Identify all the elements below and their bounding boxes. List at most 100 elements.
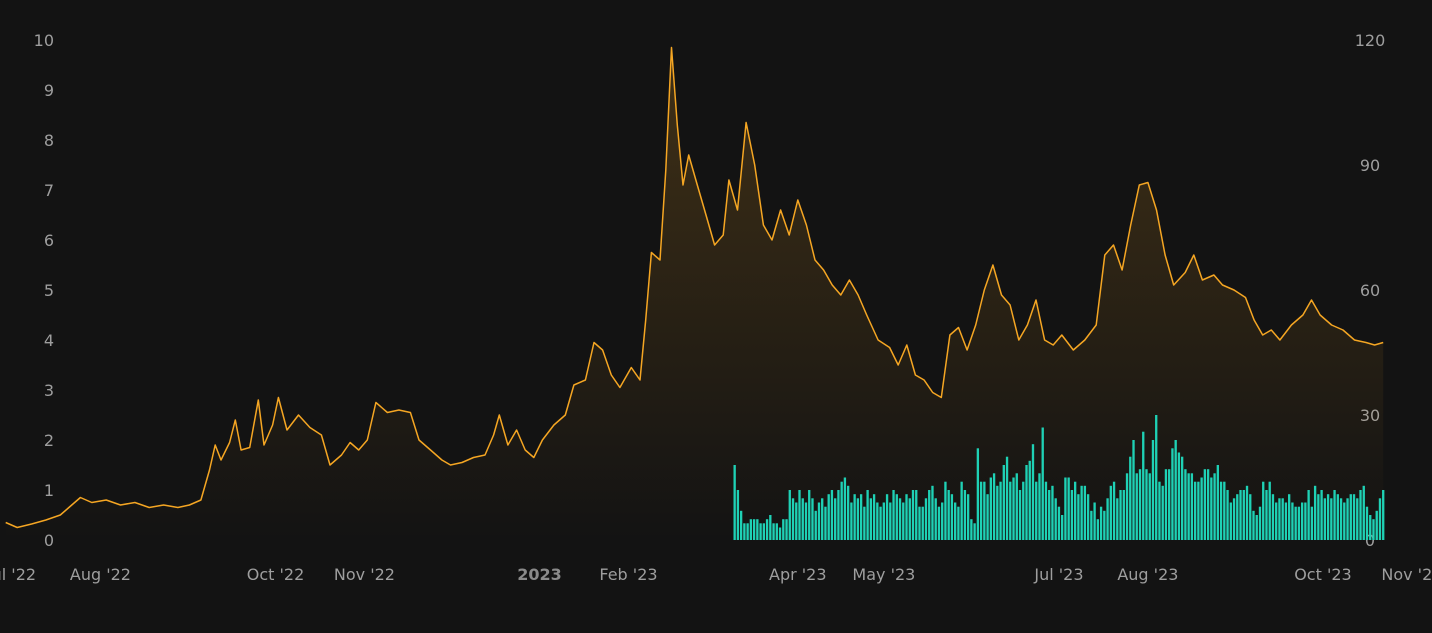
volume-bar xyxy=(1009,481,1012,540)
volume-bar xyxy=(863,506,866,540)
volume-bar xyxy=(918,506,921,540)
volume-bar xyxy=(733,465,736,540)
volume-bar xyxy=(1245,485,1249,540)
volume-bar xyxy=(947,490,950,540)
x-axis: Jul '22 Aug '22 Oct '22 Nov '22 2023 Feb '23 A… xyxy=(0,565,1432,584)
x-tick-label: May '23 xyxy=(852,565,915,584)
volume-bar xyxy=(954,502,957,540)
right-tick-label: 120 xyxy=(1355,31,1386,50)
left-tick-label: 7 xyxy=(44,181,54,200)
right-tick-label: 0 xyxy=(1365,531,1375,550)
volume-bar xyxy=(1317,494,1320,540)
volume-bar xyxy=(1359,490,1362,540)
volume-bar xyxy=(1323,498,1327,540)
volume-bar xyxy=(1320,490,1323,540)
volume-bar xyxy=(944,481,947,540)
volume-bar xyxy=(1077,494,1080,540)
volume-bar xyxy=(979,481,983,540)
left-tick-label: 6 xyxy=(44,231,54,250)
volume-bar xyxy=(986,494,989,540)
x-tick-label: Apr '23 xyxy=(769,565,827,584)
volume-bar xyxy=(924,498,928,540)
volume-bar xyxy=(1073,481,1077,540)
volume-bar xyxy=(1375,510,1378,540)
volume-bar xyxy=(1239,490,1242,540)
volume-bar xyxy=(765,519,769,540)
volume-bar xyxy=(1177,452,1181,540)
volume-bar xyxy=(866,490,869,540)
volume-bar xyxy=(1216,465,1219,540)
volume-bar xyxy=(788,490,791,540)
volume-bar xyxy=(1171,448,1174,540)
volume-bar xyxy=(928,490,931,540)
volume-bar xyxy=(1005,456,1009,540)
volume-bar xyxy=(966,494,970,540)
volume-bar xyxy=(1031,444,1035,540)
volume-bar xyxy=(1116,498,1119,540)
volume-bar xyxy=(1281,498,1284,540)
volume-bar xyxy=(1090,510,1093,540)
x-tick-label: Nov '22 xyxy=(334,565,395,584)
volume-bar xyxy=(1206,469,1210,540)
volume-bar xyxy=(1180,456,1184,540)
left-tick-label: 9 xyxy=(44,81,54,100)
volume-bar xyxy=(895,494,898,540)
volume-bar xyxy=(1161,485,1164,540)
x-tick-label: Nov '23 xyxy=(1381,565,1432,584)
volume-bar xyxy=(1213,473,1216,540)
volume-bar xyxy=(1132,440,1135,540)
volume-bar xyxy=(1249,494,1252,540)
volume-bar xyxy=(1112,481,1116,540)
volume-bar xyxy=(1025,465,1028,540)
volume-bar xyxy=(1038,473,1041,540)
volume-bar xyxy=(1378,498,1382,540)
volume-bar xyxy=(931,485,934,540)
volume-bar xyxy=(1103,510,1106,540)
volume-bar xyxy=(840,481,843,540)
volume-bar xyxy=(1022,481,1025,540)
volume-bar xyxy=(782,519,785,540)
x-tick-label: Oct '22 xyxy=(247,565,305,584)
area-layer xyxy=(5,47,1384,540)
volume-bar xyxy=(957,506,960,540)
volume-bar xyxy=(937,506,941,540)
volume-bar xyxy=(756,519,759,540)
volume-bar xyxy=(970,519,973,540)
volume-bar xyxy=(850,502,853,540)
volume-bar xyxy=(830,490,834,540)
volume-bar xyxy=(1064,477,1067,540)
volume-bar xyxy=(889,502,892,540)
volume-bar xyxy=(950,494,954,540)
volume-bar xyxy=(1193,481,1197,540)
volume-bar xyxy=(876,502,879,540)
volume-bar xyxy=(1070,490,1074,540)
volume-bar xyxy=(827,494,830,540)
volume-bar xyxy=(869,498,873,540)
volume-bar xyxy=(1122,490,1125,540)
volume-bar xyxy=(1343,502,1346,540)
volume-bar xyxy=(759,523,762,540)
volume-bar xyxy=(762,523,765,540)
volume-bar xyxy=(1268,481,1271,540)
volume-bar xyxy=(1333,490,1336,540)
volume-bar xyxy=(1336,494,1339,540)
volume-bar xyxy=(1148,473,1151,540)
volume-bar xyxy=(992,473,996,540)
volume-bar xyxy=(898,498,902,540)
volume-bar xyxy=(1044,481,1048,540)
left-tick-label: 4 xyxy=(44,331,54,350)
volume-bar xyxy=(834,498,837,540)
volume-bar xyxy=(1232,498,1236,540)
left-tick-label: 1 xyxy=(44,481,54,500)
volume-bar xyxy=(1294,506,1297,540)
volume-bar xyxy=(1255,515,1258,540)
volume-bar xyxy=(879,506,882,540)
volume-bar xyxy=(785,519,788,540)
volume-bar xyxy=(1339,498,1343,540)
volume-bar xyxy=(1174,440,1177,540)
price-line-layer xyxy=(5,46,1384,529)
volume-bar xyxy=(811,498,814,540)
volume-bar xyxy=(1352,494,1356,540)
volume-bar xyxy=(976,448,980,540)
